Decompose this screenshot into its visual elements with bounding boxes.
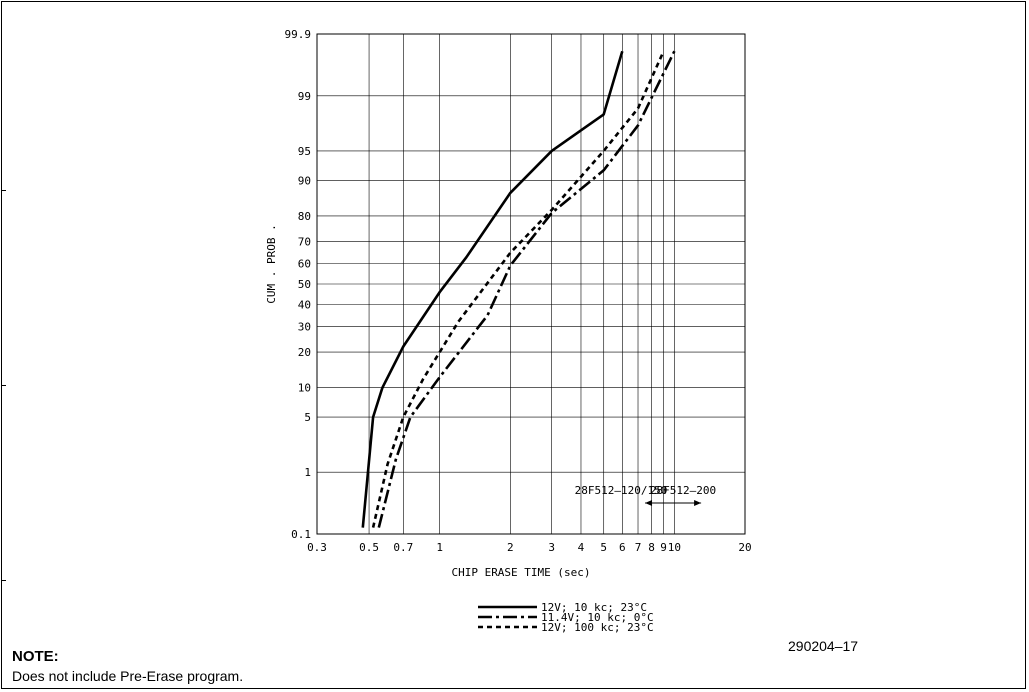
- x-tick-label: 10: [668, 541, 681, 554]
- x-axis-label: CHIP ERASE TIME (sec): [451, 566, 590, 579]
- x-tick-label: 2: [507, 541, 514, 554]
- plot-area-border: [316, 33, 746, 535]
- legend-label: 12V; 10 kc; 23°C: [541, 601, 647, 614]
- legend-label: 11.4V; 10 kc; 0°C: [541, 611, 654, 624]
- x-tick-label: 6: [619, 541, 626, 554]
- y-tick-label: 1: [304, 466, 311, 479]
- y-tick-label: 40: [298, 298, 311, 311]
- annotation-label: 28F512–200: [650, 484, 716, 497]
- frame-edge-mark: [1, 580, 6, 581]
- legend-label: 12V; 100 kc; 23°C: [541, 621, 654, 634]
- y-tick-label: 99.9: [285, 28, 312, 41]
- frame-edge-mark: [1, 190, 6, 191]
- x-tick-label: 20: [738, 541, 751, 554]
- x-tick-label: 4: [578, 541, 585, 554]
- y-tick-label: 0.1: [291, 528, 311, 541]
- x-tick-label: 0.7: [393, 541, 413, 554]
- y-tick-label: 99: [298, 90, 311, 103]
- frame-edge-mark: [1, 385, 6, 386]
- x-tick-label: 0.5: [359, 541, 379, 554]
- series-line: [361, 50, 624, 528]
- x-tick-label: 7: [635, 541, 642, 554]
- x-tick-label: 0.3: [307, 541, 327, 554]
- y-tick-label: 10: [298, 382, 311, 395]
- arrow-left-icon: [645, 500, 653, 506]
- y-tick-label: 80: [298, 210, 311, 223]
- y-tick-label: 5: [304, 411, 311, 424]
- annotation-label: 28F512–120/150: [575, 484, 668, 497]
- x-tick-label: 8: [648, 541, 655, 554]
- arrow-right-icon: [694, 500, 702, 506]
- series-line: [371, 50, 665, 528]
- y-tick-label: 95: [298, 145, 311, 158]
- y-tick-label: 20: [298, 346, 311, 359]
- y-axis-label: CUM . PROB .: [265, 224, 278, 303]
- y-tick-label: 50: [298, 278, 311, 291]
- note-title: NOTE:: [12, 648, 59, 665]
- series-line: [377, 50, 676, 528]
- y-tick-label: 70: [298, 236, 311, 249]
- y-tick-label: 30: [298, 320, 311, 333]
- x-tick-label: 9: [660, 541, 667, 554]
- figure-id: 290204–17: [788, 638, 859, 654]
- y-tick-label: 60: [298, 258, 311, 271]
- x-tick-label: 5: [600, 541, 607, 554]
- x-tick-label: 1: [436, 541, 443, 554]
- note-text: Does not include Pre-Erase program.: [12, 668, 244, 684]
- y-tick-label: 90: [298, 174, 311, 187]
- x-tick-label: 3: [548, 541, 555, 554]
